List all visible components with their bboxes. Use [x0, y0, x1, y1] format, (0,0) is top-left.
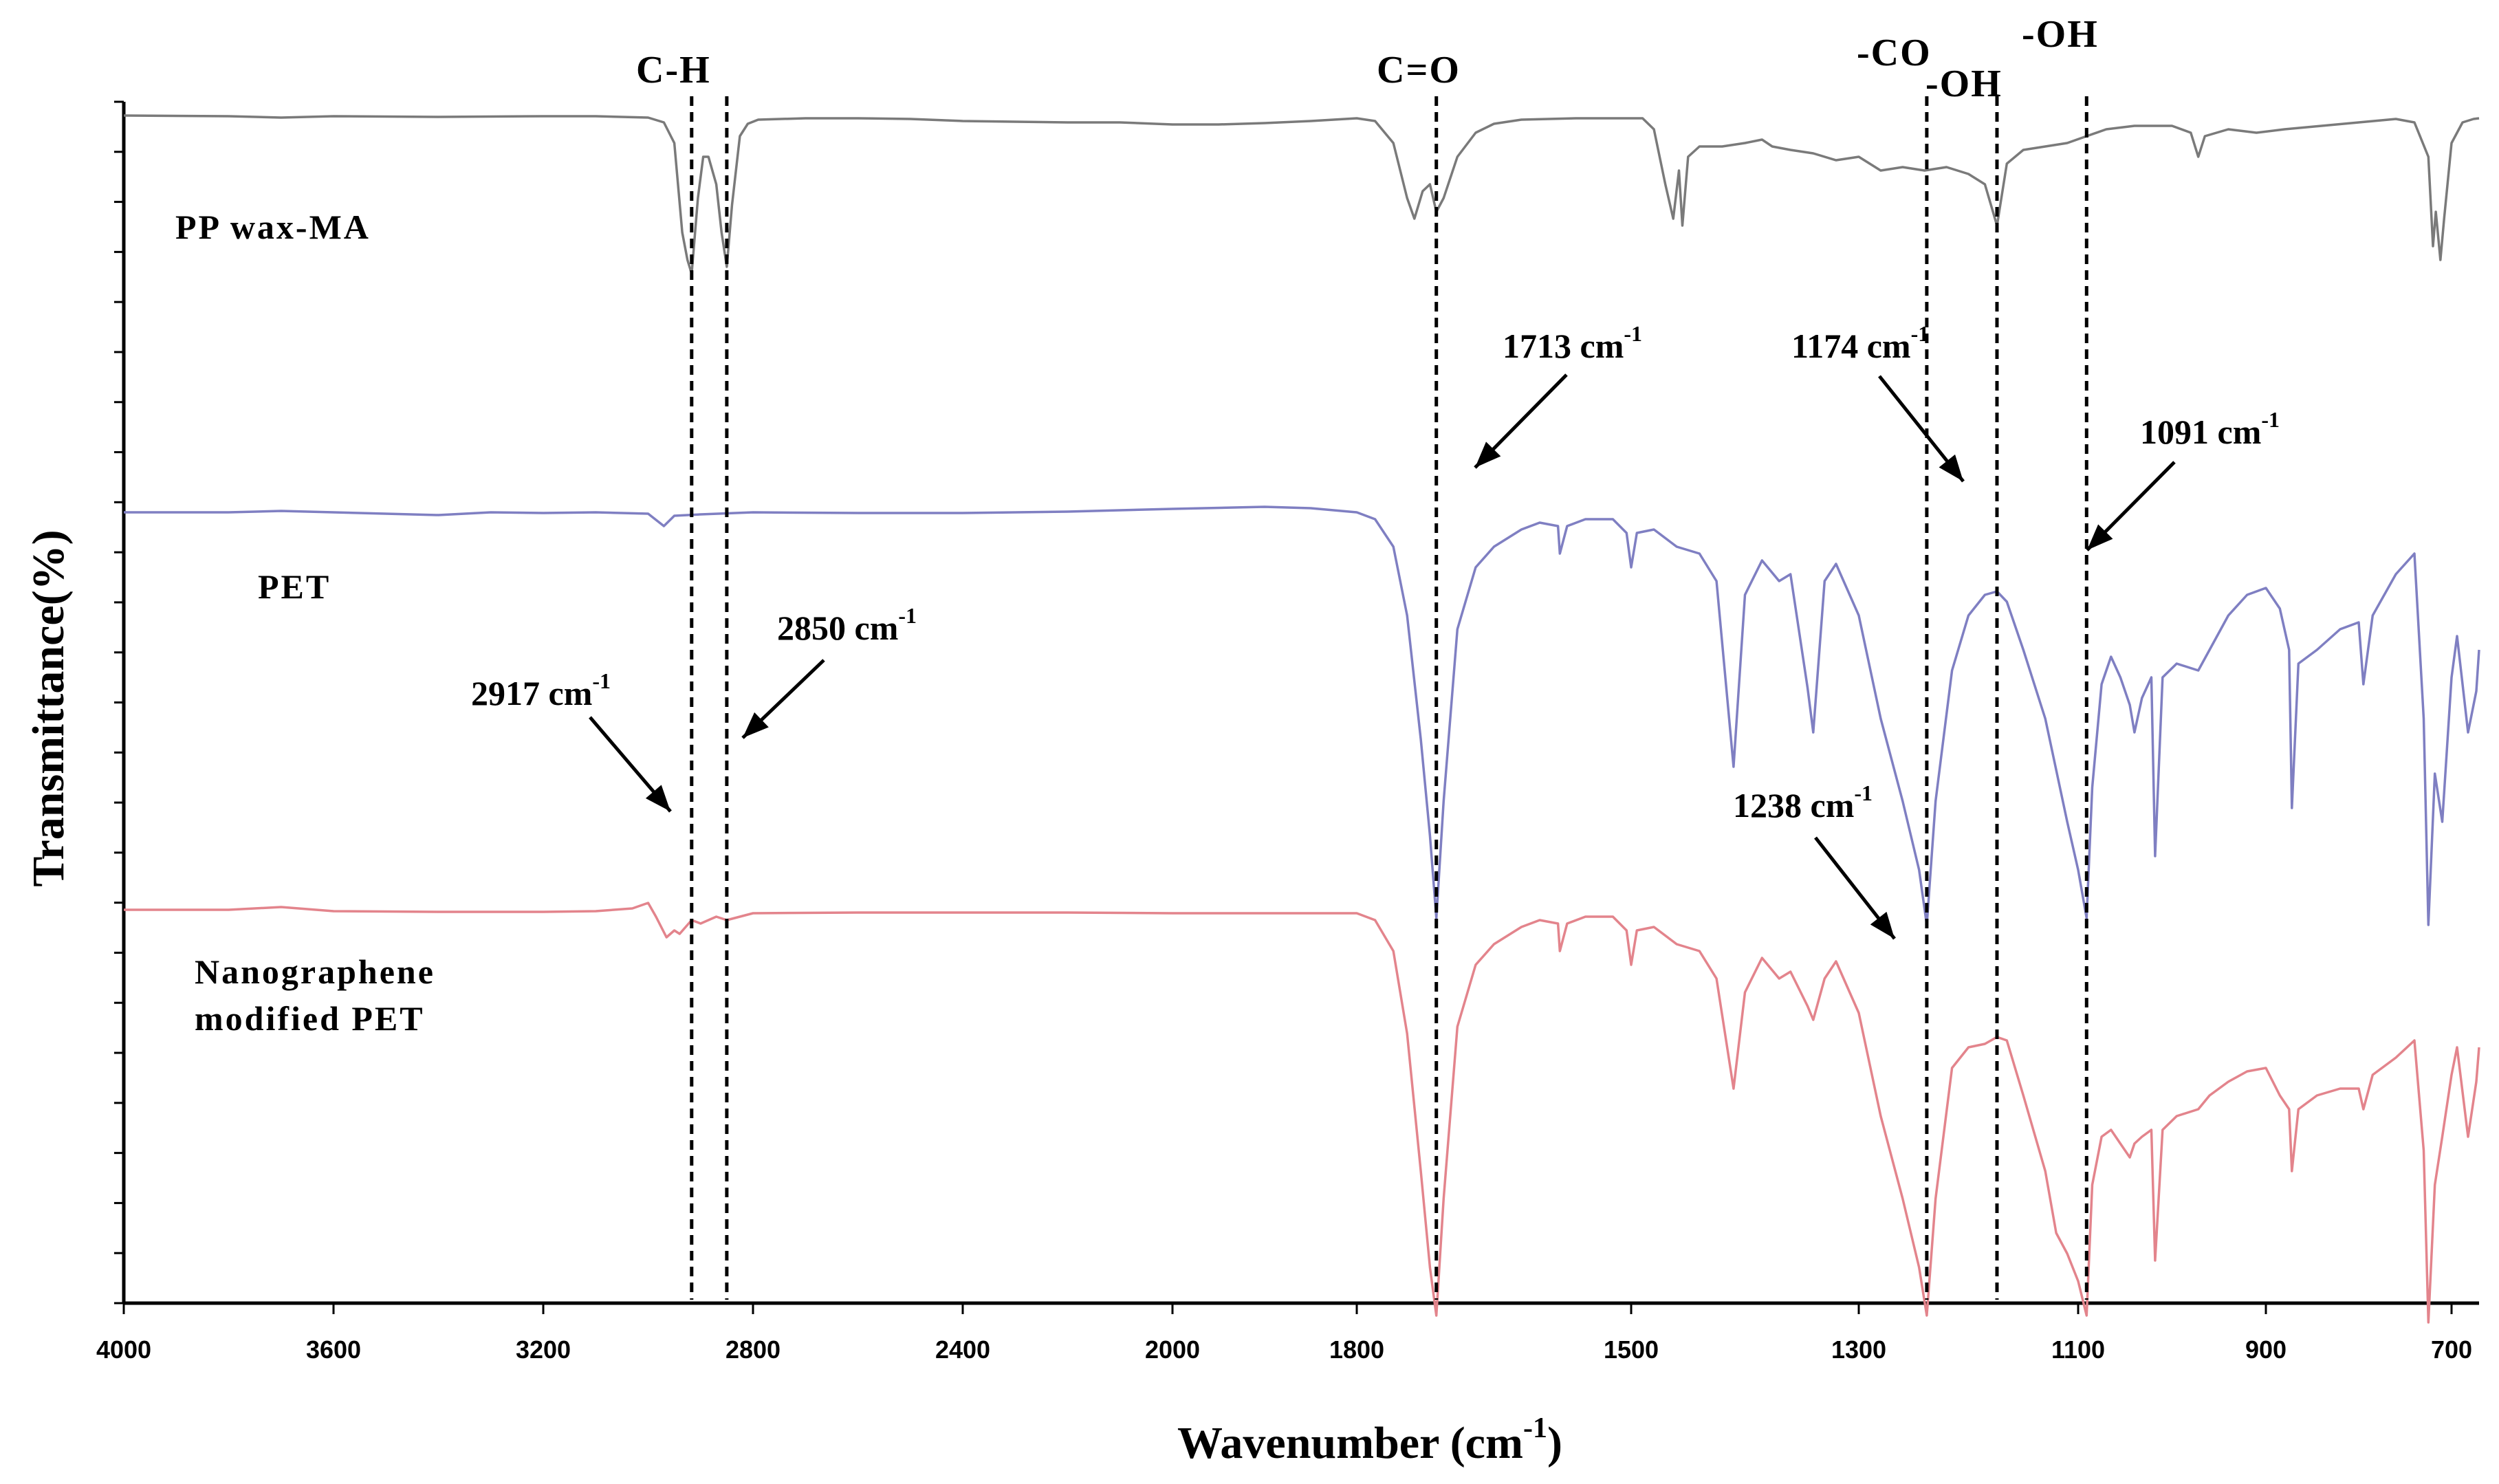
- peak-label-1091: 1091 cm-1: [2140, 407, 2280, 451]
- peak-label-1174: 1174 cm-1: [1791, 321, 1929, 365]
- annotation-arrows: [589, 373, 2176, 940]
- x-tick-label-1300: 1300: [1831, 1335, 1886, 1364]
- x-tick-label-900: 900: [2245, 1335, 2287, 1364]
- y-axis-title: Transmittance(%): [23, 530, 74, 886]
- series-label-pp-wax-ma: PP wax-MA: [175, 208, 371, 246]
- x-tick-label-700: 700: [2431, 1335, 2472, 1364]
- x-tick-label-2400: 2400: [935, 1335, 990, 1364]
- group-label-co: -CO: [1857, 32, 1932, 74]
- x-tick-label-3600: 3600: [306, 1335, 361, 1364]
- series-line-nanographene-modified-pet: [124, 902, 2480, 1324]
- group-label-c-o: C=O: [1377, 49, 1461, 91]
- group-label-oh-1: -OH: [1925, 63, 2003, 105]
- series-label-nanographene-line2: modified PET: [195, 999, 425, 1038]
- arrow-1174-head: [1939, 454, 1963, 481]
- x-tick-label-4000: 4000: [96, 1335, 151, 1364]
- arrow-2917-head: [645, 785, 670, 811]
- x-tick-label-3200: 3200: [516, 1335, 571, 1364]
- series-line-pet: [124, 505, 2480, 926]
- x-axis-title: Wavenumber (cm-1): [1177, 1412, 1562, 1468]
- x-tick-label-1800: 1800: [1329, 1335, 1384, 1364]
- series-line-pp-wax-ma: [123, 114, 2480, 275]
- group-label-oh-2: -OH: [2022, 13, 2099, 56]
- peak-label-2850: 2850 cm-1: [777, 603, 917, 647]
- series-group: [123, 114, 2480, 1324]
- x-axis-ticks: 4000 3600 3200 2800 2400 2000 1800 1500 1300 1100…: [96, 1303, 2472, 1364]
- arrow-2850-head: [743, 712, 769, 738]
- x-tick-label-2800: 2800: [725, 1335, 781, 1364]
- reference-lines: [690, 96, 2088, 1300]
- arrow-1091-head: [2087, 524, 2113, 550]
- x-tick-label-1500: 1500: [1604, 1335, 1659, 1364]
- series-label-pet: PET: [258, 567, 331, 606]
- peak-label-1238: 1238 cm-1: [1733, 781, 1873, 825]
- group-label-c-h: C-H: [636, 49, 711, 91]
- peak-label-2917: 2917 cm-1: [471, 668, 611, 712]
- y-minor-ticks: [114, 100, 124, 1305]
- arrow-1713-head: [1475, 441, 1501, 468]
- x-tick-label-1100: 1100: [2051, 1335, 2105, 1364]
- series-label-nanographene-line1: Nanographene: [195, 952, 435, 991]
- peak-label-1713: 1713 cm-1: [1503, 321, 1642, 365]
- arrow-1238-head: [1870, 911, 1895, 939]
- x-tick-label-2000: 2000: [1145, 1335, 1200, 1364]
